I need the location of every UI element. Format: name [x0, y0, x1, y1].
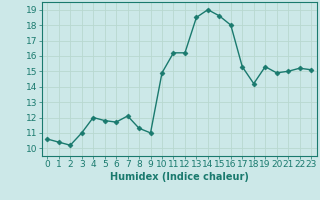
X-axis label: Humidex (Indice chaleur): Humidex (Indice chaleur): [110, 172, 249, 182]
